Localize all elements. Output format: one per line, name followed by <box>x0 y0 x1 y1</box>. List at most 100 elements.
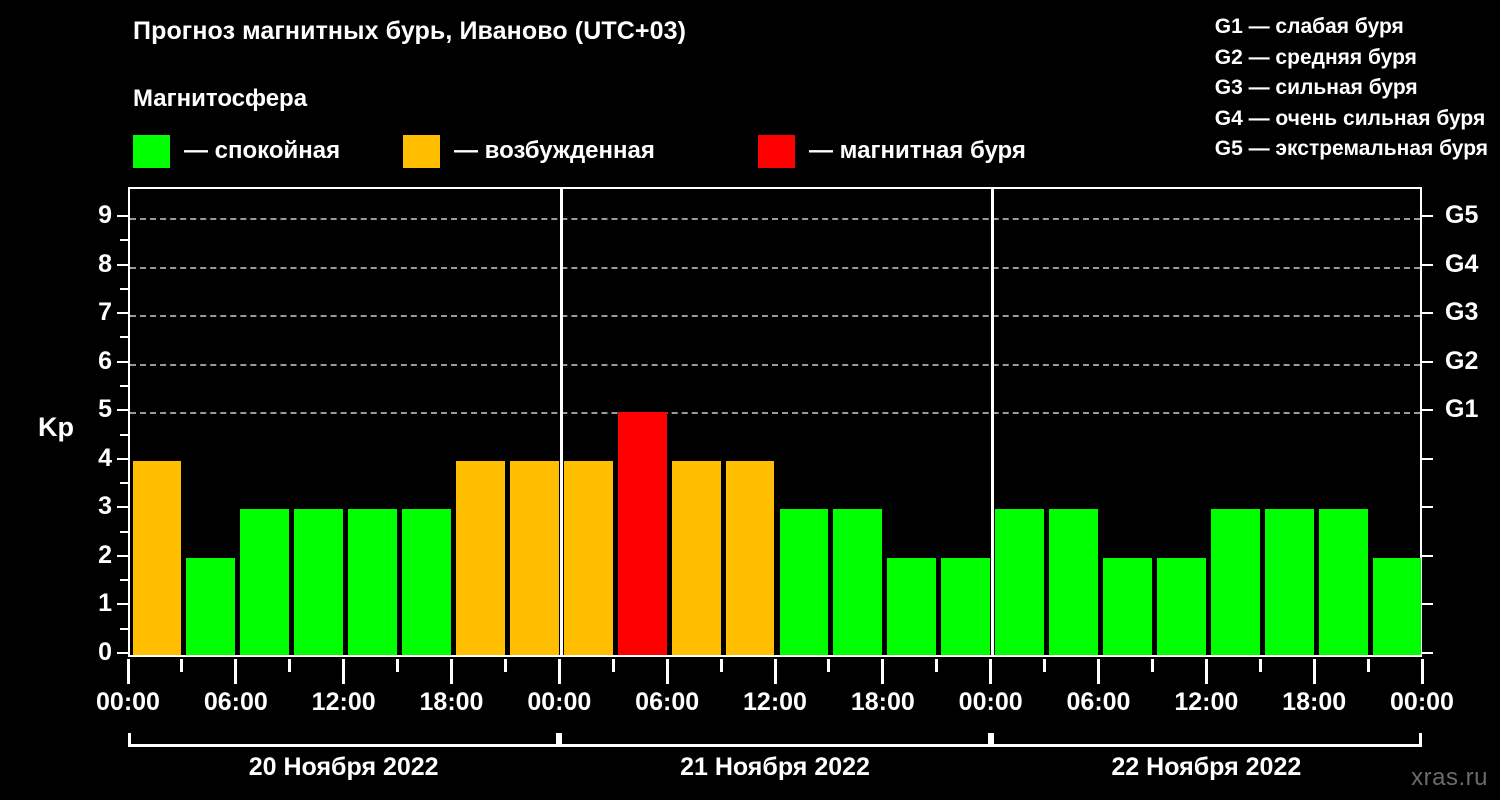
y-tick-2 <box>117 554 129 557</box>
x-tick-minor <box>1366 659 1370 672</box>
bar <box>671 460 721 655</box>
y-tick-label-9: 9 <box>98 201 112 230</box>
x-tick-label: 06:00 <box>203 688 268 716</box>
x-tick-label: 18:00 <box>850 688 915 716</box>
bar <box>509 460 559 655</box>
g-tick-g4 <box>1422 263 1433 266</box>
bar <box>1156 557 1206 655</box>
y-tick-minor <box>120 336 129 339</box>
g-tick-minor <box>1422 506 1433 509</box>
y-tick-minor <box>120 239 129 242</box>
bar <box>1103 557 1152 655</box>
legend-swatch-quiet <box>133 134 170 168</box>
gscale-code-g5: G5 <box>1214 137 1243 160</box>
x-tick-minor <box>503 659 507 672</box>
gscale-row-g5: G5 — экстремальная буря <box>1215 134 1488 165</box>
g-tick-minor <box>1422 457 1433 460</box>
day-divider <box>991 189 995 655</box>
bar <box>1210 509 1260 655</box>
y-tick-minor <box>120 287 129 290</box>
x-tick-major <box>1420 659 1424 684</box>
x-tick-label: 00:00 <box>527 688 592 716</box>
x-tick-label: 12:00 <box>311 688 376 716</box>
x-tick-minor <box>288 659 292 672</box>
bar <box>132 460 182 655</box>
legend-item-quiet: — спокойная <box>133 131 340 171</box>
legend-item-storm: — магнитная буря <box>758 131 1026 171</box>
x-tick-label: 06:00 <box>635 688 700 716</box>
bar <box>779 509 829 655</box>
bar <box>1049 509 1098 655</box>
bar <box>563 460 613 655</box>
x-tick-major <box>557 659 561 684</box>
y-tick-4 <box>117 457 129 460</box>
bar <box>240 509 290 655</box>
y-tick-minor <box>120 482 129 485</box>
watermark: xras.ru <box>1411 764 1488 791</box>
x-tick-label: 12:00 <box>743 688 807 716</box>
x-tick-minor <box>935 659 939 672</box>
legend-label-storm: — магнитная буря <box>809 137 1026 164</box>
bar <box>941 557 991 655</box>
gridline-kp-5 <box>130 412 1420 415</box>
magnetosphere-heading: Магнитосфера <box>133 85 308 112</box>
date-bracket <box>128 733 560 747</box>
gscale-text-g5: — экстремальная буря <box>1242 137 1488 160</box>
y-tick-label-2: 2 <box>98 540 112 569</box>
x-tick-minor <box>827 659 831 672</box>
x-tick-major <box>1097 659 1100 684</box>
y-axis-title: Kp <box>38 412 74 442</box>
bar <box>1318 509 1368 655</box>
g-tick-minor <box>1422 603 1433 606</box>
y-tick-label-8: 8 <box>98 249 112 278</box>
date-bracket <box>990 733 1422 747</box>
gscale-code-g2: G2 <box>1214 45 1243 69</box>
g-tick-label-g3: G3 <box>1445 298 1479 327</box>
bar <box>887 557 937 655</box>
y-tick-minor <box>120 433 129 436</box>
gridline-kp-6 <box>130 363 1420 366</box>
y-tick-minor <box>120 627 129 630</box>
bar <box>995 509 1045 655</box>
y-tick-label-7: 7 <box>98 298 112 327</box>
date-bracket <box>559 733 991 747</box>
bar <box>186 557 236 655</box>
date-label: 20 Ноября 2022 <box>248 753 439 781</box>
g-tick-g3 <box>1422 312 1433 315</box>
g-tick-minor <box>1422 554 1433 557</box>
bar <box>617 412 667 655</box>
y-tick-minor <box>120 385 129 388</box>
day-divider <box>559 189 563 655</box>
g-tick-g1 <box>1422 409 1433 412</box>
y-tick-minor <box>120 530 129 533</box>
legend-label-quiet: — спокойная <box>184 137 341 164</box>
date-label: 22 Ноября 2022 <box>1111 753 1302 781</box>
x-tick-minor <box>1043 659 1047 672</box>
g-tick-label-g1: G1 <box>1445 395 1479 424</box>
y-tick-5 <box>117 409 129 412</box>
y-tick-minor <box>120 579 129 582</box>
bar <box>348 509 398 655</box>
x-tick-minor <box>719 659 723 672</box>
g-tick-minor <box>1422 652 1433 654</box>
legend-swatch-storm <box>758 134 795 168</box>
gscale-code-g4: G4 <box>1214 106 1243 130</box>
bars-and-grid <box>130 189 1422 655</box>
bar <box>1264 509 1314 655</box>
bar <box>833 509 883 655</box>
x-tick-minor <box>1258 659 1262 672</box>
gscale-text-g4: — очень сильная буря <box>1242 106 1486 130</box>
x-tick-label: 00:00 <box>958 688 1023 716</box>
gscale-row-g4: G4 — очень сильная буря <box>1215 104 1488 135</box>
g-tick-label-g2: G2 <box>1445 346 1479 375</box>
bar <box>456 460 505 655</box>
gscale-row-g1: G1 — слабая буря <box>1215 12 1488 43</box>
x-tick-major <box>126 659 130 684</box>
x-tick-label: 00:00 <box>1390 688 1454 716</box>
chart-plot-area <box>128 187 1422 657</box>
legend-swatch-unsettled <box>403 134 440 168</box>
y-tick-6 <box>117 360 129 363</box>
y-tick-label-4: 4 <box>98 443 112 472</box>
gscale-code-g1: G1 <box>1214 15 1243 38</box>
gridline-kp-7 <box>130 315 1420 318</box>
